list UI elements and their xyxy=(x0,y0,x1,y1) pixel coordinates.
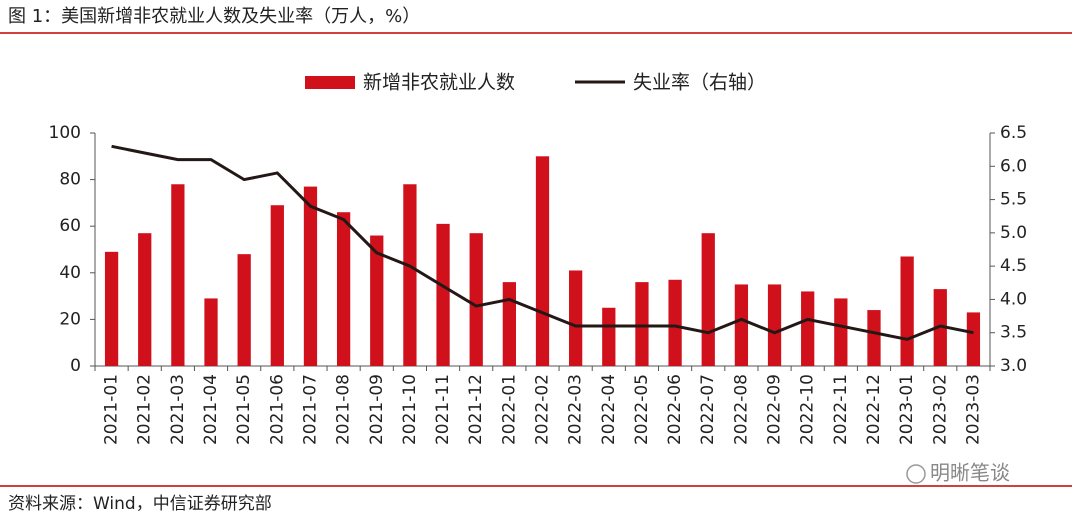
y2-tick-label: 3.5 xyxy=(1000,323,1027,343)
x-tick-label: 2022-01 xyxy=(499,374,519,445)
bar xyxy=(436,223,450,366)
bar xyxy=(403,184,417,366)
x-tick-label: 2023-03 xyxy=(963,374,983,445)
bar xyxy=(635,282,649,366)
x-tick-label: 2021-02 xyxy=(135,374,155,445)
watermark: 明晰笔谈 xyxy=(930,461,1010,485)
y-tick-label: 60 xyxy=(59,216,81,236)
x-tick-label: 2022-02 xyxy=(533,374,553,445)
y2-tick-label: 3.0 xyxy=(1000,356,1027,376)
y2-tick-label: 4.0 xyxy=(1000,289,1027,309)
y2-tick-label: 4.5 xyxy=(1000,256,1027,276)
watermark-icon xyxy=(906,464,926,484)
bar xyxy=(138,233,152,366)
bar xyxy=(867,310,881,366)
x-tick-label: 2021-08 xyxy=(334,374,354,445)
bar xyxy=(370,235,384,366)
x-tick-label: 2022-12 xyxy=(864,374,884,445)
bar xyxy=(801,291,815,366)
x-tick-label: 2021-06 xyxy=(267,374,287,445)
x-tick-label: 2021-03 xyxy=(168,374,188,445)
bar xyxy=(204,298,218,366)
x-tick-label: 2022-08 xyxy=(731,374,751,445)
x-tick-label: 2021-01 xyxy=(102,374,122,445)
bar xyxy=(502,282,516,366)
x-tick-label: 2022-09 xyxy=(765,374,785,445)
bar xyxy=(966,312,981,366)
x-tick-label: 2021-07 xyxy=(300,374,320,445)
x-tick-label: 2022-05 xyxy=(632,374,652,445)
y-tick-label: 0 xyxy=(70,356,81,376)
legend-label: 失业率（右轴） xyxy=(633,72,766,94)
x-tick-label: 2023-01 xyxy=(897,374,917,445)
bar xyxy=(701,233,715,366)
y-tick-label: 80 xyxy=(59,170,81,190)
bar xyxy=(535,156,550,366)
bar xyxy=(171,184,185,366)
x-tick-label: 2021-12 xyxy=(466,374,486,445)
source: 资料来源：Wind，中信证券研究部 xyxy=(8,494,272,514)
bar xyxy=(270,205,284,366)
y-tick-label: 100 xyxy=(49,123,81,143)
line xyxy=(111,144,974,341)
x-tick-label: 2022-10 xyxy=(798,374,818,445)
x-tick-label: 2022-03 xyxy=(566,374,586,445)
bar xyxy=(104,251,119,366)
y2-tick-label: 5.0 xyxy=(1000,223,1027,243)
x-tick-label: 2022-06 xyxy=(665,374,685,445)
x-tick-label: 2021-10 xyxy=(400,374,420,445)
x-tick-label: 2021-11 xyxy=(433,374,453,445)
bar xyxy=(668,279,682,366)
bar xyxy=(734,284,749,366)
bar xyxy=(336,212,351,366)
legend-label: 新增非农就业人数 xyxy=(363,72,515,94)
chart-title: 图 1：美国新增非农就业人数及失业率（万人，%） xyxy=(8,6,420,27)
bar xyxy=(303,186,318,366)
y2-tick-label: 6.0 xyxy=(1000,156,1027,176)
x-tick-label: 2023-02 xyxy=(930,374,950,445)
bar xyxy=(469,233,483,366)
legend-swatch xyxy=(305,76,355,89)
x-tick-label: 2021-04 xyxy=(201,374,221,445)
y2-tick-label: 5.5 xyxy=(1000,190,1027,210)
x-tick-label: 2022-11 xyxy=(831,374,851,445)
bar xyxy=(767,284,782,366)
y-tick-label: 40 xyxy=(59,263,81,283)
bar xyxy=(602,307,616,366)
x-tick-label: 2022-07 xyxy=(698,374,718,445)
x-tick-label: 2021-05 xyxy=(234,374,254,445)
y-tick-label: 20 xyxy=(59,309,81,329)
y2-tick-label: 6.5 xyxy=(1000,123,1027,143)
bar xyxy=(900,256,914,366)
bar xyxy=(834,298,848,366)
x-tick-label: 2021-09 xyxy=(367,374,387,445)
bar xyxy=(237,254,251,366)
x-tick-label: 2022-04 xyxy=(599,374,619,445)
bar xyxy=(569,270,583,366)
